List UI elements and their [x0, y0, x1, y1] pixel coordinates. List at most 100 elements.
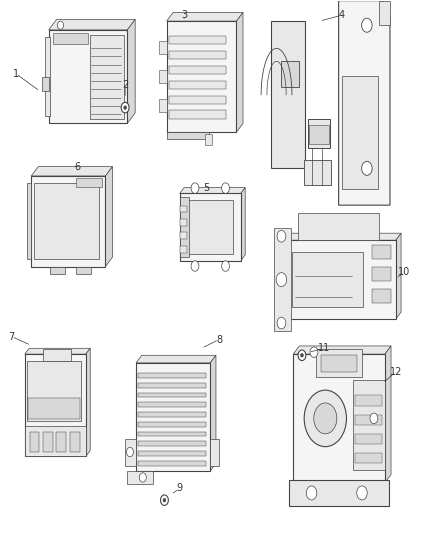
Bar — [316, 349, 362, 377]
Circle shape — [222, 261, 230, 271]
Text: 8: 8 — [216, 335, 222, 344]
Text: 5: 5 — [203, 183, 209, 192]
Bar — [27, 361, 81, 421]
Bar — [27, 183, 31, 259]
Bar — [169, 66, 226, 74]
Circle shape — [121, 102, 129, 113]
Bar — [42, 77, 49, 91]
Polygon shape — [31, 167, 113, 176]
Bar — [138, 451, 206, 456]
Polygon shape — [49, 19, 135, 30]
Bar — [53, 33, 88, 44]
Polygon shape — [237, 12, 243, 132]
Circle shape — [57, 21, 64, 29]
Circle shape — [304, 390, 346, 447]
Circle shape — [362, 18, 372, 32]
Bar — [50, 266, 65, 273]
Bar — [76, 266, 91, 273]
Polygon shape — [241, 188, 245, 261]
Bar — [353, 380, 385, 470]
Bar — [355, 453, 382, 463]
Bar — [49, 30, 127, 123]
Bar — [180, 246, 187, 253]
Bar — [180, 232, 187, 239]
Circle shape — [277, 317, 286, 329]
Text: 10: 10 — [399, 268, 411, 277]
Bar — [180, 206, 187, 212]
Bar — [274, 228, 291, 331]
Bar — [70, 432, 80, 453]
Polygon shape — [180, 188, 245, 193]
Bar — [166, 132, 208, 139]
Text: 1: 1 — [13, 69, 19, 79]
Bar — [372, 289, 392, 303]
Bar — [210, 439, 219, 465]
Bar — [272, 21, 305, 168]
Polygon shape — [136, 356, 216, 363]
Bar — [127, 471, 153, 484]
Circle shape — [276, 273, 287, 287]
Bar — [180, 193, 241, 261]
Bar — [57, 432, 66, 453]
Bar — [25, 354, 86, 456]
Bar — [125, 439, 136, 465]
Bar — [281, 61, 299, 87]
Bar — [372, 267, 392, 281]
Polygon shape — [127, 19, 135, 123]
Bar — [342, 76, 378, 189]
Bar — [169, 95, 226, 104]
Bar — [138, 402, 206, 407]
Circle shape — [191, 261, 199, 271]
Polygon shape — [106, 167, 113, 266]
Text: 3: 3 — [181, 10, 187, 20]
Polygon shape — [166, 12, 243, 21]
Bar — [138, 412, 206, 417]
Circle shape — [310, 347, 318, 358]
Circle shape — [127, 447, 134, 457]
Bar — [28, 398, 80, 418]
Text: 6: 6 — [74, 162, 80, 172]
Bar — [34, 183, 99, 259]
Bar — [293, 354, 385, 483]
Polygon shape — [339, 1, 390, 205]
Circle shape — [160, 495, 168, 505]
Bar — [25, 426, 86, 456]
Bar — [169, 51, 226, 59]
Polygon shape — [25, 348, 90, 354]
Bar — [180, 219, 187, 225]
Bar — [355, 415, 382, 425]
Bar — [45, 37, 49, 116]
Text: 9: 9 — [177, 483, 183, 494]
Circle shape — [314, 403, 337, 434]
Polygon shape — [293, 346, 391, 354]
Bar — [304, 160, 331, 185]
Circle shape — [370, 413, 378, 424]
Circle shape — [298, 350, 306, 360]
Circle shape — [222, 183, 230, 193]
Bar — [372, 245, 392, 259]
Circle shape — [306, 486, 317, 500]
Bar — [297, 213, 379, 240]
Bar — [355, 434, 382, 444]
Bar — [166, 21, 237, 132]
Circle shape — [357, 486, 367, 500]
Polygon shape — [385, 346, 391, 483]
Bar — [379, 1, 390, 25]
Bar — [287, 240, 396, 319]
Bar — [43, 432, 53, 453]
Bar — [355, 395, 382, 406]
Bar — [138, 393, 206, 398]
Bar — [205, 134, 212, 145]
Text: 2: 2 — [122, 80, 128, 91]
Bar — [180, 197, 189, 257]
Polygon shape — [210, 356, 216, 471]
Bar — [138, 441, 206, 446]
Bar — [169, 36, 226, 44]
Bar — [138, 461, 206, 465]
Circle shape — [362, 161, 372, 175]
Bar — [187, 200, 233, 254]
Text: 12: 12 — [390, 367, 402, 377]
Circle shape — [124, 106, 127, 109]
Bar — [76, 178, 102, 187]
Circle shape — [139, 473, 146, 482]
